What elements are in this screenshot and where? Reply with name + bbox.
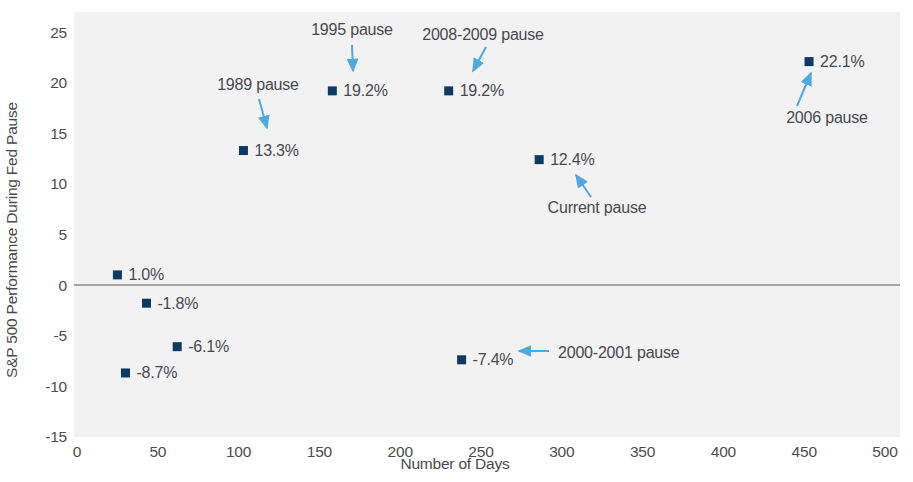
scatter-chart: 2520151050-5-10-150501001502002503003504… [0,0,913,482]
y-tick-label: -10 [45,378,67,395]
data-point-marker [113,270,122,279]
annotation-label: 2008-2009 pause [422,26,544,43]
x-tick-label: 400 [711,443,737,460]
y-tick-label: 15 [50,125,67,142]
plot-area [74,12,900,437]
y-tick-label: 20 [50,74,67,91]
y-tick-label: 10 [50,175,67,192]
data-point-label: -6.1% [188,338,229,355]
data-point-marker [142,299,151,308]
x-tick-label: 350 [630,443,656,460]
annotation-label: 1995 pause [311,21,393,38]
y-tick-label: 5 [59,226,67,243]
y-tick-label: 25 [50,24,67,41]
y-tick-label: -5 [54,327,67,344]
x-tick-label: 0 [73,443,82,460]
data-point-label: -7.4% [473,351,514,368]
y-axis-title: S&P 500 Performance During Fed Pause [3,102,20,378]
x-tick-label: 50 [149,443,166,460]
data-point-marker [239,146,248,155]
annotation-arrow [352,45,353,71]
x-axis-title: Number of Days [400,455,510,472]
x-tick-label: 300 [549,443,575,460]
x-tick-label: 150 [307,443,333,460]
x-tick-label: 100 [226,443,252,460]
data-point-label: 13.3% [254,142,298,159]
data-point-label: -1.8% [157,295,198,312]
data-point-marker [535,155,544,164]
data-point-label: 12.4% [550,151,594,168]
data-point-label: -8.7% [136,364,177,381]
data-point-label: 1.0% [128,266,164,283]
data-point-label: 19.2% [343,82,387,99]
data-point-marker [805,57,814,66]
annotation-label: 2006 pause [786,109,868,126]
data-point-marker [173,342,182,351]
annotation-label: 1989 pause [217,76,299,93]
annotation-label: Current pause [548,199,647,216]
x-tick-label: 500 [872,443,898,460]
data-point-label: 22.1% [820,53,864,70]
y-tick-label: -15 [45,428,67,445]
data-point-marker [457,355,466,364]
y-tick-label: 0 [59,277,68,294]
data-point-marker [328,86,337,95]
data-point-label: 19.2% [460,82,504,99]
annotation-label: 2000-2001 pause [558,344,680,361]
data-point-marker [121,368,130,377]
data-point-marker [444,86,453,95]
chart-canvas: 2520151050-5-10-150501001502002503003504… [0,0,913,482]
x-tick-label: 450 [792,443,818,460]
